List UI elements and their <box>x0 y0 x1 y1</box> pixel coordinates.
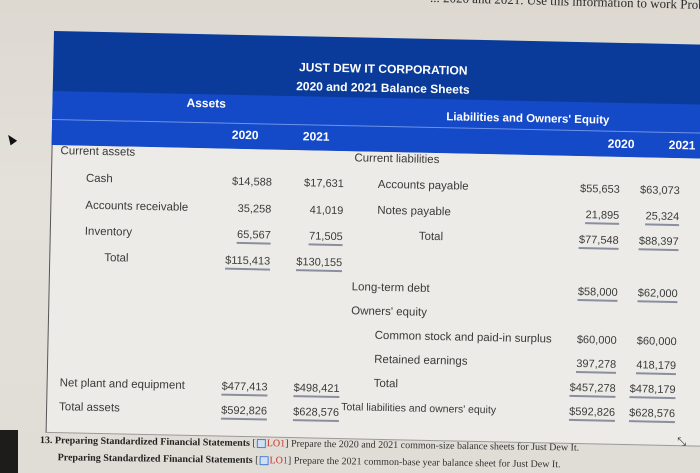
total-le-2021: $628,576 <box>629 407 676 424</box>
inventory-2021: 71,505 <box>308 230 343 247</box>
common-stock-2021: $60,000 <box>636 335 677 349</box>
total-assets-2021: $628,576 <box>292 406 340 423</box>
ebook-icon[interactable] <box>259 456 269 466</box>
equity-total-label: Total <box>373 377 399 391</box>
np-label: Notes payable <box>377 204 451 219</box>
retained-earnings-2021: 418,179 <box>636 359 677 376</box>
ap-2021: $63,073 <box>639 184 680 198</box>
cash-2021: $17,631 <box>303 177 344 191</box>
ar-2020: 35,258 <box>237 202 272 216</box>
assets-header: Assets <box>186 95 227 111</box>
cash-2020: $14,588 <box>231 175 272 189</box>
current-liabilities-label: Current liabilities <box>354 152 440 167</box>
problem-14-title: Preparing Standardized Financial Stateme… <box>57 452 253 466</box>
total-le-label: Total liabilities and owners' equity <box>341 401 497 417</box>
sheet-body: Current assets Cash $14,588 $17,631 Acco… <box>45 144 700 447</box>
sheet-header: JUST DEW IT CORPORATION 2020 and 2021 Ba… <box>51 31 700 159</box>
ap-label: Accounts payable <box>377 178 469 193</box>
problem-14-text: Prepare the 2021 common-base year balanc… <box>293 455 561 471</box>
lo-link[interactable]: LO1 <box>266 438 286 450</box>
owners-equity-label: Owners' equity <box>351 305 428 319</box>
problem-13-title: Preparing Standardized Financial Stateme… <box>54 435 251 449</box>
np-2021: 25,324 <box>645 210 680 227</box>
ebook-icon[interactable] <box>256 439 266 449</box>
assets-year-2021: 2021 <box>302 129 330 144</box>
liab-year-2020: 2020 <box>607 136 635 152</box>
cash-label: Cash <box>85 172 113 186</box>
ar-label: Accounts receivable <box>85 199 189 214</box>
net-plant-2020: $477,413 <box>221 380 268 397</box>
inventory-2020: 65,567 <box>236 228 271 245</box>
edge-shadow <box>0 430 18 473</box>
retained-earnings-label: Retained earnings <box>374 353 468 368</box>
current-assets-total-label: Total <box>104 252 129 265</box>
total-assets-2020: $592,826 <box>221 404 268 421</box>
lo-link[interactable]: LO1 <box>269 455 288 467</box>
total-assets-label: Total assets <box>58 401 120 415</box>
current-assets-label: Current assets <box>60 145 136 159</box>
ltd-label: Long-term debt <box>351 281 430 295</box>
ltd-2021: $62,000 <box>637 287 678 304</box>
liab-year-2021: 2021 <box>668 137 696 153</box>
balance-sheet: JUST DEW IT CORPORATION 2020 and 2021 Ba… <box>45 31 700 447</box>
assets-year-2020: 2020 <box>231 127 259 143</box>
collapse-icon[interactable]: ⤡ <box>677 436 686 448</box>
current-assets-total-2020: $115,413 <box>224 254 271 271</box>
equity-total-2021: $478,179 <box>629 383 676 400</box>
common-stock-label: Common stock and paid-in surplus <box>374 329 552 346</box>
current-liab-total-2021: $88,397 <box>638 235 679 252</box>
ar-2021: 41,019 <box>309 204 344 218</box>
inventory-label: Inventory <box>84 225 133 239</box>
current-liab-total-label: Total <box>418 230 444 244</box>
net-plant-label: Net plant and equipment <box>59 377 186 392</box>
current-assets-total-2021: $130,155 <box>296 256 343 273</box>
problem-13-text: Prepare the 2020 and 2021 common-size ba… <box>290 438 580 454</box>
net-plant-2021: $498,421 <box>293 382 340 399</box>
